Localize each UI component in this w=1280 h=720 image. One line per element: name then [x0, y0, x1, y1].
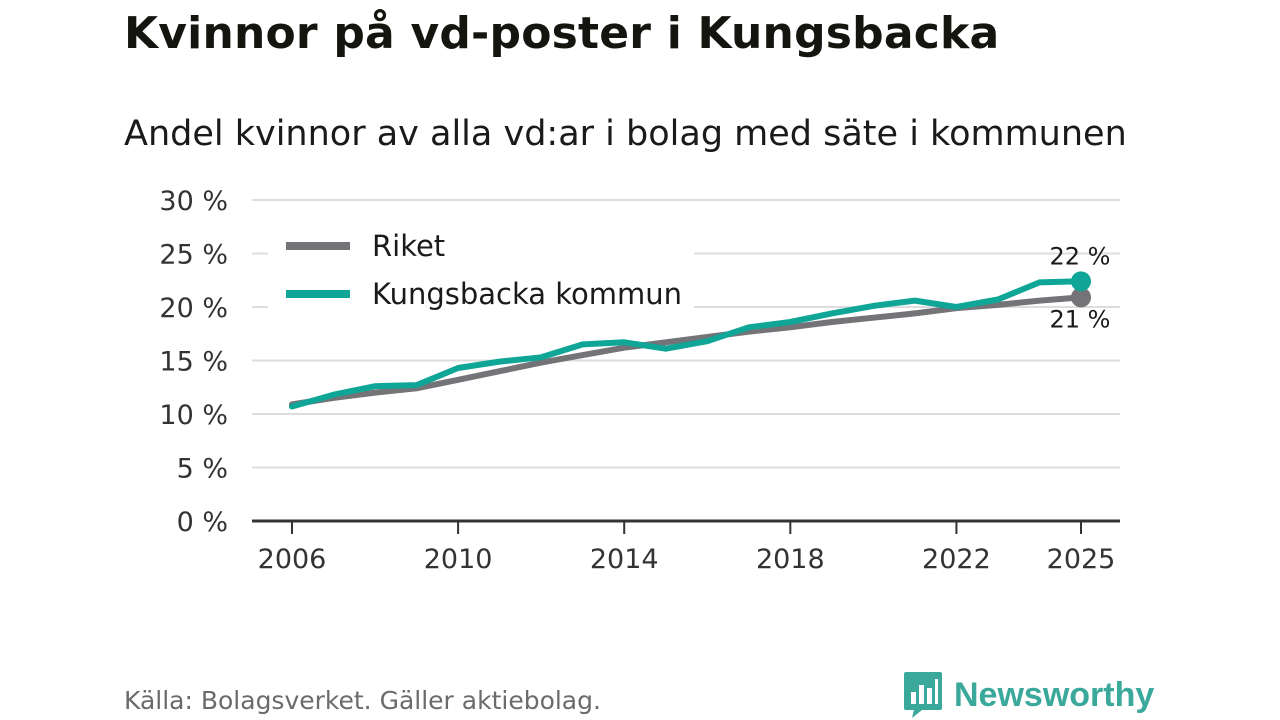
x-tick-label: 2022 — [922, 544, 991, 575]
legend-label-riket: Riket — [372, 229, 445, 263]
x-tick-label: 2014 — [590, 544, 659, 575]
y-tick-label: 10 % — [159, 400, 228, 431]
y-tick-label: 25 % — [159, 240, 228, 271]
end-label-riket: 21 % — [1050, 305, 1111, 333]
y-tick-label: 30 % — [159, 186, 228, 217]
y-axis-ticks: 0 % 5 % 10 % 15 % 20 % 25 % 30 % — [159, 186, 228, 538]
end-point-kungsbacka-kommun — [1071, 271, 1091, 292]
brand: Newsworthy — [902, 670, 1154, 720]
legend-label-kungsbacka-kommun: Kungsbacka kommun — [372, 277, 682, 311]
legend: Riket Kungsbacka kommun — [268, 228, 694, 320]
x-tick-label: 2010 — [424, 544, 493, 575]
series-line-riket — [289, 294, 1084, 408]
chart-subtitle: Andel kvinnor av alla vd:ar i bolag med … — [124, 114, 1127, 154]
y-tick-label: 20 % — [159, 293, 228, 324]
x-tick-label: 2018 — [756, 544, 825, 575]
y-tick-label: 15 % — [159, 347, 228, 378]
chart-title: Kvinnor på vd-poster i Kungsbacka — [124, 8, 1000, 59]
series-line-kungsbacka-kommun — [289, 278, 1084, 410]
end-labels: 21 % 22 % — [1050, 242, 1111, 333]
end-point-riket — [1071, 287, 1091, 308]
y-tick-label: 0 % — [177, 507, 228, 538]
end-label-kungsbacka-kommun: 22 % — [1050, 242, 1111, 270]
x-tick-label: 2006 — [258, 544, 327, 575]
y-tick-label: 5 % — [177, 454, 228, 485]
series-lines — [289, 278, 1084, 410]
brand-name: Newsworthy — [954, 675, 1155, 714]
source-note: Källa: Bolagsverket. Gäller aktiebolag. — [124, 686, 601, 715]
bar-chart-speech-bubble-icon — [904, 672, 942, 718]
x-axis: 2006 2010 2014 2018 2022 2025 — [252, 519, 1120, 575]
x-tick-label: 2025 — [1047, 544, 1116, 575]
